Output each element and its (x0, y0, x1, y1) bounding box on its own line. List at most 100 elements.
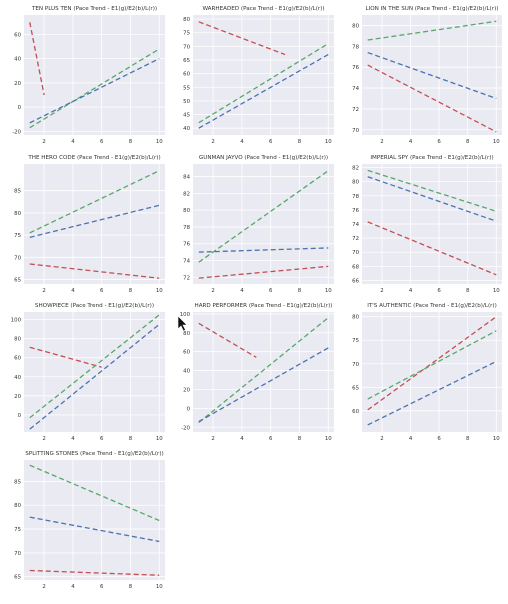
x-tick-label: 8 (129, 584, 133, 590)
series-line-green (198, 170, 329, 263)
x-tick-label: 2 (211, 139, 214, 145)
y-tick-label: 75 (183, 31, 190, 37)
y-tick-label: 84 (183, 175, 190, 181)
x-tick-label: 4 (240, 436, 244, 442)
chart-panel: HARD PERFORMER (Pace Trend - E1(g)/E2(b)… (180, 303, 334, 442)
x-tick-label: 6 (269, 436, 273, 442)
chart-title: IT'S AUTHENTIC (Pace Trend - E1(g)/E2(b)… (367, 303, 497, 309)
series-line-green (198, 317, 329, 424)
y-tick-label: 65 (14, 575, 21, 581)
plot-area (193, 15, 334, 135)
x-tick-label: 2 (42, 436, 45, 442)
chart-title: THE HERO CODE (Pace Trend - E1(g)/E2(b)/… (27, 155, 160, 161)
y-tick-label: 60 (352, 409, 359, 415)
x-tick-label: 4 (71, 288, 75, 294)
x-tick-label: 6 (100, 139, 104, 145)
y-tick-label: 68 (352, 264, 359, 270)
y-tick-label: -20 (181, 425, 190, 431)
plot-area (362, 312, 502, 432)
x-tick-label: 2 (380, 139, 383, 145)
x-tick-label: 4 (240, 288, 244, 294)
x-tick-label: 4 (409, 436, 413, 442)
y-tick-label: 78 (352, 194, 359, 200)
series-line-green (367, 20, 497, 41)
x-tick-label: 6 (100, 288, 104, 294)
x-tick-label: 4 (240, 139, 244, 145)
series-line-red (367, 64, 497, 133)
y-tick-label: 20 (183, 387, 190, 393)
series-line-green (367, 330, 497, 400)
x-tick-label: 10 (493, 288, 500, 294)
series-line-blue (367, 51, 497, 100)
x-tick-label: 10 (493, 139, 500, 145)
x-tick-label: 6 (437, 139, 441, 145)
series-line-red (367, 221, 497, 276)
y-tick-label: 70 (14, 551, 21, 557)
x-tick-label: 10 (156, 584, 163, 590)
y-tick-label: -20 (12, 129, 21, 135)
y-tick-label: 0 (18, 105, 22, 111)
y-tick-label: 85 (14, 189, 21, 195)
x-tick-label: 4 (71, 584, 75, 590)
y-tick-label: 80 (183, 208, 190, 214)
y-tick-label: 80 (14, 337, 21, 343)
y-tick-label: 100 (11, 318, 22, 324)
x-tick-label: 6 (437, 436, 441, 442)
chart-title: GUNMAN JAYVO (Pace Trend - E1(g)/E2(b)/L… (199, 155, 328, 161)
x-tick-label: 10 (325, 139, 332, 145)
series-line-blue (198, 347, 329, 423)
y-tick-label: 66 (352, 278, 359, 284)
x-tick-label: 6 (100, 436, 104, 442)
plot-area (24, 15, 165, 135)
y-tick-label: 0 (18, 413, 22, 419)
x-tick-label: 6 (437, 288, 441, 294)
chart-panel: SHOWPIECE (Pace Trend - E1(g)/E2(b)/L(r)… (11, 303, 165, 442)
y-tick-label: 80 (352, 315, 359, 321)
y-tick-label: 82 (352, 166, 359, 172)
x-tick-label: 2 (42, 139, 45, 145)
y-tick-label: 65 (183, 58, 190, 64)
y-tick-label: 74 (352, 86, 359, 92)
x-tick-label: 10 (156, 436, 163, 442)
x-tick-label: 8 (298, 436, 302, 442)
y-tick-label: 76 (352, 208, 359, 214)
y-tick-label: 70 (183, 44, 190, 50)
series-line-blue (29, 323, 160, 430)
series-line-red (198, 265, 329, 279)
x-tick-label: 4 (409, 139, 413, 145)
series-line-blue (367, 176, 497, 222)
y-tick-label: 40 (14, 57, 21, 63)
series-line-green (198, 43, 329, 124)
x-tick-label: 4 (409, 288, 413, 294)
y-tick-label: 80 (14, 211, 21, 217)
x-tick-label: 2 (42, 584, 45, 590)
plot-area (24, 460, 165, 580)
series-line-blue (198, 53, 329, 129)
x-tick-label: 4 (71, 139, 75, 145)
series-line-blue (29, 204, 160, 238)
chart-title: IMPERIAL SPY (Pace Trend - E1(g)/E2(b)/L… (370, 155, 493, 161)
y-tick-label: 80 (14, 503, 21, 509)
x-tick-label: 2 (211, 436, 214, 442)
x-tick-label: 8 (298, 288, 302, 294)
x-tick-label: 6 (269, 288, 273, 294)
y-tick-label: 78 (183, 225, 190, 231)
y-tick-label: 74 (352, 222, 359, 228)
y-tick-label: 40 (183, 369, 190, 375)
y-tick-label: 20 (14, 394, 21, 400)
mouse-cursor-icon (177, 315, 188, 332)
y-tick-label: 100 (180, 312, 191, 318)
y-tick-label: 85 (14, 479, 21, 485)
y-tick-label: 75 (352, 338, 359, 344)
x-tick-label: 2 (380, 288, 383, 294)
x-tick-label: 8 (129, 436, 133, 442)
chart-title: SPLITTING STONES (Pace Trend - E1(g)/E2(… (25, 451, 163, 457)
y-tick-label: 60 (14, 32, 21, 38)
chart-panel: SPLITTING STONES (Pace Trend - E1(g)/E2(… (14, 451, 165, 590)
x-tick-label: 2 (211, 288, 214, 294)
series-line-red (367, 316, 497, 411)
y-tick-label: 70 (352, 128, 359, 134)
chart-panel: TEN PLUS TEN (Pace Trend - E1(g)/E2(b)/L… (12, 6, 165, 145)
x-tick-label: 8 (466, 139, 470, 145)
y-tick-label: 0 (187, 406, 191, 412)
